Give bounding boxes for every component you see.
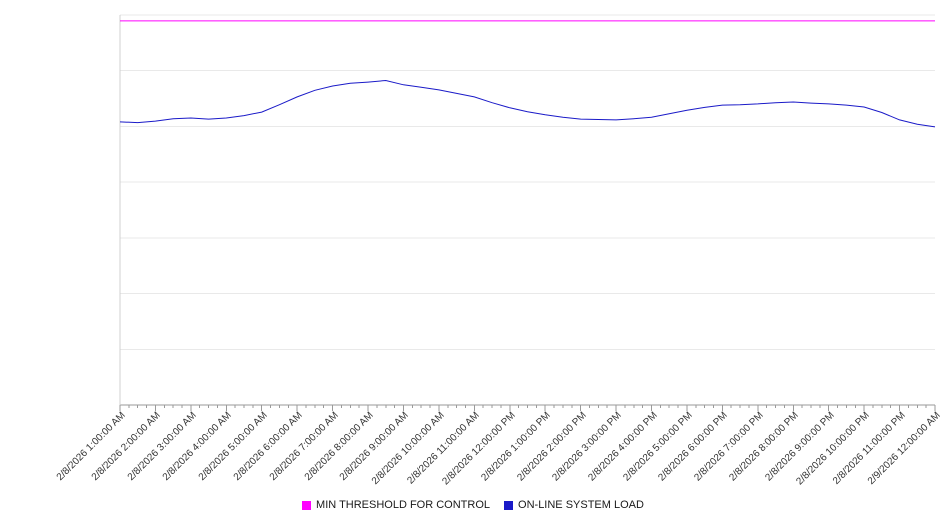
x-axis-label: 2/8/2026 1:00:00 PM	[479, 410, 553, 484]
x-axis-label: 2/8/2026 4:00:00 PM	[585, 410, 660, 484]
legend-swatch-system-load	[504, 500, 514, 510]
legend-item-system-load: ON-LINE SYSTEM LOAD	[504, 499, 644, 511]
x-axis-label: 2/8/2026 7:00:00 AM	[267, 410, 341, 484]
x-axis-label: 2/8/2026 6:00:00 PM	[656, 410, 731, 484]
plot-svg	[119, 14, 936, 411]
x-axis-label: 2/8/2026 6:00:00 AM	[231, 410, 305, 484]
x-axis-label: 2/8/2026 2:00:00 AM	[90, 410, 164, 484]
legend: MIN THRESHOLD FOR CONTROL ON-LINE SYSTEM…	[0, 499, 946, 511]
legend-label-min-threshold: MIN THRESHOLD FOR CONTROL	[316, 499, 491, 511]
x-axis-label: 2/8/2026 8:00:00 PM	[727, 410, 802, 484]
series-line-on-line-system-load	[119, 79, 936, 128]
x-axis-label: 2/8/2026 9:00:00 AM	[338, 410, 412, 484]
x-axis-label: 2/9/2026 12:00:00 AM	[865, 410, 943, 487]
legend-item-min-threshold: MIN THRESHOLD FOR CONTROL	[302, 499, 490, 511]
x-axis-label: 2/8/2026 4:00:00 AM	[161, 410, 235, 484]
x-axis-label: 2/8/2026 3:00:00 PM	[550, 410, 624, 484]
legend-swatch-min-threshold	[302, 500, 312, 510]
legend-label-system-load: ON-LINE SYSTEM LOAD	[518, 499, 644, 511]
